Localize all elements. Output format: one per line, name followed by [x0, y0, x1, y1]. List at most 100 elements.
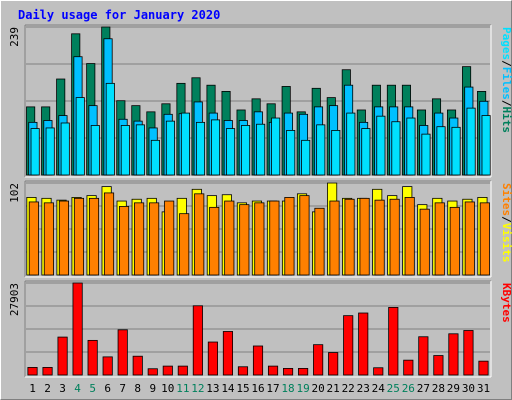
x-tick-label: 30 [462, 382, 475, 395]
bar-sites [119, 206, 130, 276]
bar-kbytes [388, 307, 399, 376]
bar-kbytes [192, 305, 203, 376]
x-tick-label: 27 [417, 382, 430, 395]
y-max-label: 239 [8, 27, 21, 47]
bar-sites [284, 197, 295, 276]
x-tick-label: 29 [447, 382, 460, 395]
bar-sites [404, 197, 415, 276]
bar-kbytes [418, 336, 429, 376]
bar-sites [103, 192, 115, 276]
legend-hits: Hits [500, 107, 512, 134]
bar-pages [150, 139, 160, 176]
bar-kbytes [132, 355, 143, 376]
legend-files: Files [500, 67, 512, 100]
x-tick-label: 5 [89, 382, 96, 395]
bar-kbytes [222, 331, 233, 376]
bar-kbytes [42, 367, 53, 376]
bar-kbytes [328, 352, 339, 376]
x-tick-label: 15 [236, 382, 249, 395]
legend-sites: Sites [500, 183, 512, 216]
bar-sites [254, 202, 265, 276]
panel-visitors: 102 Sites/Visits [8, 180, 512, 278]
bar-pages [135, 124, 145, 176]
x-axis-day-labels: 1 2 3 4 5 6 7 8 9 10 11 12 13 14 15 16 17 18 19 20 21 22 23 24 2… [29, 382, 490, 395]
x-tick-label: 10 [161, 382, 174, 395]
series-kbytes [27, 282, 489, 376]
panel-requests: 239 Pages/Files/Hits [8, 24, 512, 178]
x-tick-label: 28 [432, 382, 445, 395]
bar-pages [256, 123, 266, 176]
legend-kbytes: KBytes [500, 283, 512, 323]
x-tick-label: 20 [312, 382, 325, 395]
bar-sites [359, 197, 370, 276]
legend-separator: / [500, 216, 512, 223]
bar-pages [30, 128, 40, 176]
series-pages [30, 82, 491, 176]
bar-kbytes [358, 312, 369, 376]
x-tick-label: 31 [477, 382, 490, 395]
bar-sites [374, 199, 385, 276]
bar-pages [466, 107, 476, 176]
bar-sites [209, 206, 220, 276]
bar-kbytes [162, 365, 173, 376]
bar-pages [391, 121, 401, 176]
bar-pages [75, 97, 85, 176]
bar-kbytes [117, 329, 128, 376]
x-tick-label: 24 [372, 382, 386, 395]
bar-kbytes [72, 282, 83, 376]
bar-sites [134, 202, 145, 276]
bar-sites [88, 197, 100, 276]
y-max-label: 102 [8, 183, 21, 203]
bar-kbytes [313, 344, 324, 376]
x-tick-label: 18 [281, 382, 294, 395]
x-tick-label: 6 [104, 382, 111, 395]
bar-pages [316, 124, 326, 176]
bar-pages [105, 82, 115, 176]
bar-kbytes [102, 356, 113, 376]
bar-kbytes [207, 341, 218, 376]
bar-pages [286, 130, 296, 176]
bar-pages [165, 120, 175, 176]
bar-sites [28, 201, 39, 276]
bar-kbytes [403, 359, 414, 376]
bar-kbytes [478, 360, 489, 376]
bar-kbytes [433, 355, 444, 376]
x-tick-label: 11 [176, 382, 189, 395]
bar-pages [195, 121, 206, 176]
bar-sites [224, 200, 235, 276]
bar-pages [120, 125, 130, 176]
x-tick-label: 2 [44, 382, 51, 395]
x-tick-label: 3 [59, 382, 66, 395]
x-tick-label: 25 [387, 382, 400, 395]
x-tick-label: 22 [342, 382, 355, 395]
x-tick-label: 19 [296, 382, 309, 395]
bar-pages [421, 133, 431, 176]
bar-sites [299, 195, 310, 276]
bar-sites [449, 206, 460, 276]
series-sites [28, 192, 490, 276]
bar-sites [149, 202, 160, 276]
bar-sites [43, 202, 54, 276]
bar-sites [389, 198, 400, 276]
bar-kbytes [373, 367, 384, 376]
x-tick-label: 4 [74, 382, 81, 395]
bar-sites [329, 200, 340, 276]
bar-kbytes [463, 330, 474, 376]
bar-kbytes [237, 366, 249, 376]
y-max-label: 27903 [8, 283, 21, 316]
panel-volume: 27903 KBytes [8, 280, 512, 378]
bar-kbytes [57, 336, 68, 376]
bar-sites [464, 201, 475, 276]
bar-pages [210, 119, 221, 176]
bar-sites [479, 202, 490, 276]
bar-pages [436, 126, 446, 176]
x-tick-label: 9 [149, 382, 156, 395]
bar-pages [451, 126, 461, 176]
legend-pages: Pages [500, 27, 512, 60]
bar-sites [269, 200, 280, 276]
bar-pages [376, 115, 386, 176]
bar-sites [239, 204, 250, 276]
legend-visits: Visits [500, 223, 512, 263]
